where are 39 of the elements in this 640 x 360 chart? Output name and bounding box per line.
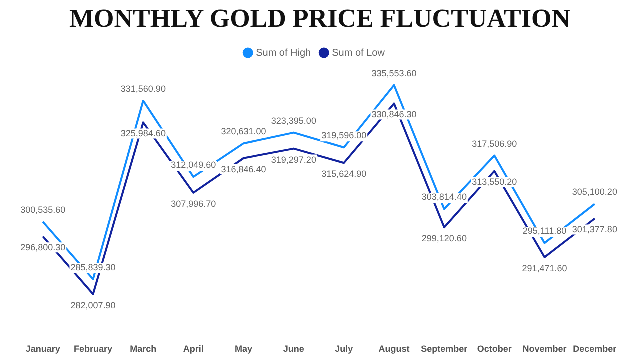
data-label: 307,996.70 xyxy=(171,198,216,209)
data-label: 296,800.30 xyxy=(20,242,66,253)
data-label: 299,120.60 xyxy=(422,234,467,244)
legend-label: Sum of Low xyxy=(332,48,386,59)
data-label: 285,839.30 xyxy=(70,262,116,272)
x-tick-label: October xyxy=(477,344,512,354)
data-label: 331,560.90 xyxy=(120,84,166,94)
data-label: 330,846.30 xyxy=(372,110,417,120)
x-tick-label: July xyxy=(335,344,354,354)
x-tick-label: January xyxy=(26,344,60,354)
data-label: 315,624.90 xyxy=(322,169,367,180)
data-label: 319,596.00 xyxy=(322,130,367,141)
data-label: 291,471.60 xyxy=(522,263,568,274)
data-label: 319,297.20 xyxy=(271,154,316,165)
data-label: 325,984.60 xyxy=(120,128,166,139)
data-label: 282,007.90 xyxy=(70,300,116,310)
data-label: 295,111.80 xyxy=(522,226,567,236)
data-label: 316,846.40 xyxy=(221,164,266,174)
data-label: 320,631.00 xyxy=(221,126,266,137)
data-label: 323,395.00 xyxy=(271,116,316,126)
data-label: 301,377.80 xyxy=(572,224,618,235)
x-tick-label: March xyxy=(130,344,157,354)
x-tick-label: June xyxy=(283,344,304,354)
chart-title: MONTHLY GOLD PRICE FLUCTUATION xyxy=(68,4,572,34)
x-tick-label: April xyxy=(183,344,204,354)
x-tick-label: November xyxy=(522,344,568,354)
x-tick-label: December xyxy=(573,344,618,354)
x-tick-label: May xyxy=(234,344,253,354)
legend-label: Sum of High xyxy=(256,48,312,59)
data-label: 303,814.40 xyxy=(422,192,467,202)
x-tick-label: September xyxy=(421,344,468,354)
x-tick-label: February xyxy=(74,344,113,354)
data-label: 305,100.20 xyxy=(572,187,618,198)
data-label: 313,550.20 xyxy=(472,177,518,188)
x-tick-label: August xyxy=(378,344,410,354)
data-label: 300,535.60 xyxy=(20,205,66,216)
data-label: 335,553.60 xyxy=(372,68,417,78)
data-label: 312,049.60 xyxy=(171,160,216,170)
data-label: 317,506.90 xyxy=(472,138,518,149)
